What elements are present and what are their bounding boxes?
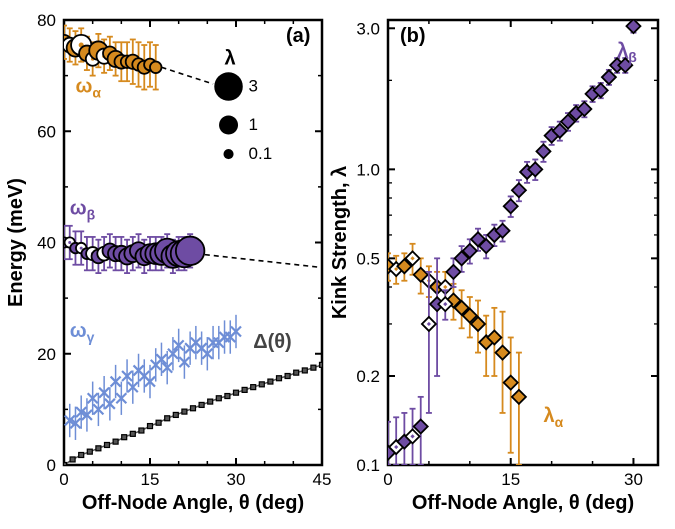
svg-text:0: 0 xyxy=(59,470,68,489)
svg-text:30: 30 xyxy=(624,470,643,489)
svg-text:λα: λα xyxy=(543,405,563,430)
svg-text:0.2: 0.2 xyxy=(356,367,380,386)
svg-text:3: 3 xyxy=(249,77,258,96)
svg-text:0.5: 0.5 xyxy=(356,249,380,268)
svg-text:ωγ: ωγ xyxy=(70,320,95,345)
svg-text:Off-Node Angle, θ (deg): Off-Node Angle, θ (deg) xyxy=(412,492,634,514)
svg-text:0.1: 0.1 xyxy=(249,144,273,163)
plot-svg: 0153045020406080Off-Node Angle, θ (deg)E… xyxy=(0,0,675,529)
svg-text:0: 0 xyxy=(47,456,56,475)
svg-text:0.1: 0.1 xyxy=(356,456,380,475)
svg-text:λ: λ xyxy=(225,48,236,70)
svg-text:30: 30 xyxy=(227,470,246,489)
svg-text:20: 20 xyxy=(37,345,56,364)
svg-text:λβ: λβ xyxy=(617,40,637,65)
svg-text:Off-Node Angle, θ (deg): Off-Node Angle, θ (deg) xyxy=(82,492,304,514)
svg-text:15: 15 xyxy=(501,470,520,489)
svg-text:ωβ: ωβ xyxy=(70,198,96,223)
svg-text:ωα: ωα xyxy=(75,75,101,100)
svg-text:Δ(θ): Δ(θ) xyxy=(253,331,292,353)
svg-text:0: 0 xyxy=(383,470,392,489)
svg-text:Energy (meV): Energy (meV) xyxy=(5,178,27,307)
svg-text:80: 80 xyxy=(37,11,56,30)
figure: 0153045020406080Off-Node Angle, θ (deg)E… xyxy=(0,0,675,529)
svg-text:1.0: 1.0 xyxy=(356,160,380,179)
svg-text:(b): (b) xyxy=(400,25,426,47)
svg-text:60: 60 xyxy=(37,122,56,141)
svg-text:40: 40 xyxy=(37,234,56,253)
svg-text:1: 1 xyxy=(249,115,258,134)
svg-text:45: 45 xyxy=(313,470,332,489)
svg-text:15: 15 xyxy=(141,470,160,489)
svg-text:Kink Strength, λ: Kink Strength, λ xyxy=(329,166,351,319)
svg-text:3.0: 3.0 xyxy=(356,19,380,38)
svg-text:(a): (a) xyxy=(286,25,310,47)
